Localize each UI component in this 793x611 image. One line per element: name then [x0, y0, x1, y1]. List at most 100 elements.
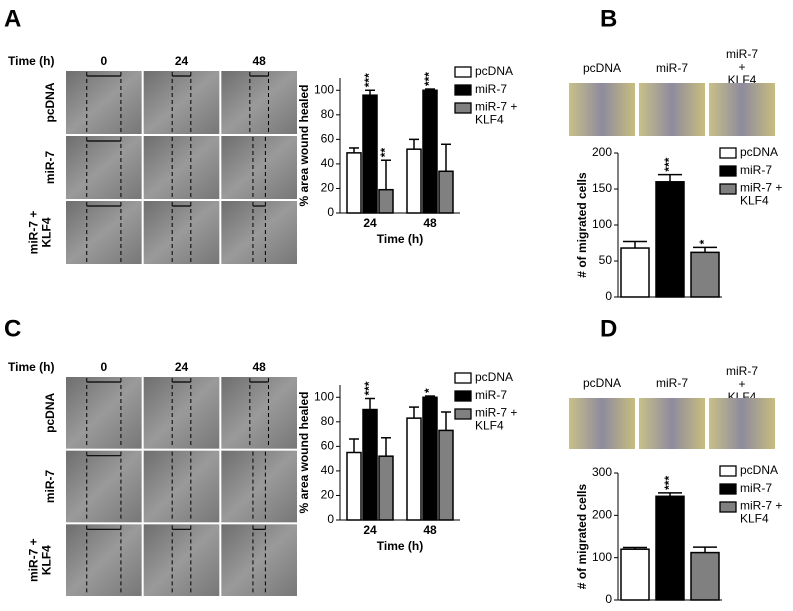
legend-label: pcDNA	[740, 463, 778, 477]
micrograph	[221, 524, 297, 596]
micrograph	[143, 136, 220, 199]
micrograph	[66, 201, 142, 264]
micrograph	[143, 377, 220, 449]
significance: ***	[362, 381, 376, 395]
significance: *	[422, 388, 436, 393]
micrograph	[66, 450, 142, 523]
legend-label: pcDNA	[475, 370, 513, 384]
legend-swatch	[719, 165, 737, 177]
row-label: miR-7	[43, 151, 57, 185]
y-tick-label: 60	[321, 132, 335, 146]
micrograph	[66, 71, 142, 134]
micrograph	[221, 136, 297, 199]
y-tick-label: 80	[321, 107, 335, 121]
y-tick-label: 50	[599, 253, 613, 267]
panel-letter: C	[4, 315, 21, 342]
bar	[378, 455, 394, 521]
bar	[362, 408, 378, 521]
legend-label: miR-7 + KLF4	[740, 181, 782, 208]
bar	[620, 548, 650, 601]
column-label: 24	[175, 360, 189, 374]
row-label: miR-7 +KLF4	[27, 538, 54, 582]
x-axis-label: Time (h)	[377, 539, 423, 553]
column-label: 24	[175, 54, 189, 68]
micrograph	[143, 524, 220, 596]
legend-swatch	[719, 483, 737, 495]
bar	[422, 89, 438, 214]
legend-label: pcDNA	[740, 145, 778, 159]
y-tick-label: 100	[314, 82, 334, 96]
transwell-image	[569, 83, 635, 136]
column-label: 48	[252, 360, 266, 374]
bar	[655, 181, 685, 298]
significance: ***	[362, 73, 376, 87]
legend-swatch	[719, 183, 737, 195]
legend-label: miR-7	[740, 481, 772, 495]
legend-label: miR-7 + KLF4	[740, 499, 782, 526]
bar	[362, 94, 378, 214]
column-label: miR-7	[656, 61, 688, 75]
legend-swatch	[454, 66, 472, 78]
y-tick-label: 20	[321, 181, 335, 195]
y-tick-label: 80	[321, 414, 335, 428]
bar	[378, 188, 394, 214]
micrograph	[66, 524, 142, 596]
bar	[346, 152, 362, 214]
micrograph	[221, 71, 297, 134]
column-label: pcDNA	[583, 61, 621, 75]
y-tick-label: 100	[592, 550, 612, 564]
transwell-image	[709, 83, 775, 136]
y-tick-label: 200	[592, 508, 612, 522]
legend-label: miR-7	[740, 163, 772, 177]
column-label: miR-7	[656, 376, 688, 390]
legend-swatch	[719, 501, 737, 513]
column-label: miR-7 + KLF4	[726, 47, 758, 87]
legend-swatch	[454, 408, 472, 420]
column-label: 0	[100, 360, 107, 374]
legend-swatch	[454, 102, 472, 114]
legend-label: miR-7	[475, 388, 507, 402]
x-tick-label: 48	[423, 216, 437, 230]
x-axis-label: Time (h)	[377, 232, 423, 246]
y-tick-label: 40	[321, 463, 335, 477]
bar	[690, 251, 720, 298]
transwell-image	[569, 398, 635, 449]
row-label: pcDNA	[43, 82, 57, 122]
bar	[422, 396, 438, 521]
y-tick-label: 100	[592, 217, 612, 231]
bar	[620, 247, 650, 298]
legend-swatch	[719, 465, 737, 477]
x-tick-label: 24	[363, 216, 377, 230]
column-label: pcDNA	[583, 376, 621, 390]
time-label: Time (h)	[8, 54, 54, 68]
panel-letter: D	[600, 315, 617, 342]
x-tick-label: 24	[363, 523, 377, 537]
y-axis-label: % area wound healed	[297, 391, 311, 513]
y-axis-label: # of migrated cells	[575, 483, 589, 589]
y-tick-label: 300	[592, 465, 612, 479]
y-tick-label: 60	[321, 439, 335, 453]
y-tick-label: 20	[321, 488, 335, 502]
legend-label: pcDNA	[475, 64, 513, 78]
y-tick-label: 0	[327, 205, 334, 219]
micrograph	[143, 450, 220, 523]
y-tick-label: 100	[314, 389, 334, 403]
legend-label: miR-7 + KLF4	[475, 100, 517, 127]
micrograph	[66, 136, 142, 199]
y-tick-label: 200	[592, 145, 612, 159]
row-label: miR-7 +KLF4	[27, 211, 54, 255]
bar	[406, 148, 422, 214]
y-axis-label: % area wound healed	[297, 84, 311, 206]
bar	[346, 451, 362, 521]
y-tick-label: 0	[327, 512, 334, 526]
micrograph	[221, 377, 297, 449]
row-label: miR-7	[43, 470, 57, 504]
significance: *	[697, 239, 711, 244]
bar	[655, 495, 685, 601]
significance: **	[378, 148, 392, 158]
bar	[406, 417, 422, 521]
transwell-image	[639, 83, 705, 136]
legend-swatch	[454, 372, 472, 384]
micrograph	[143, 71, 220, 134]
